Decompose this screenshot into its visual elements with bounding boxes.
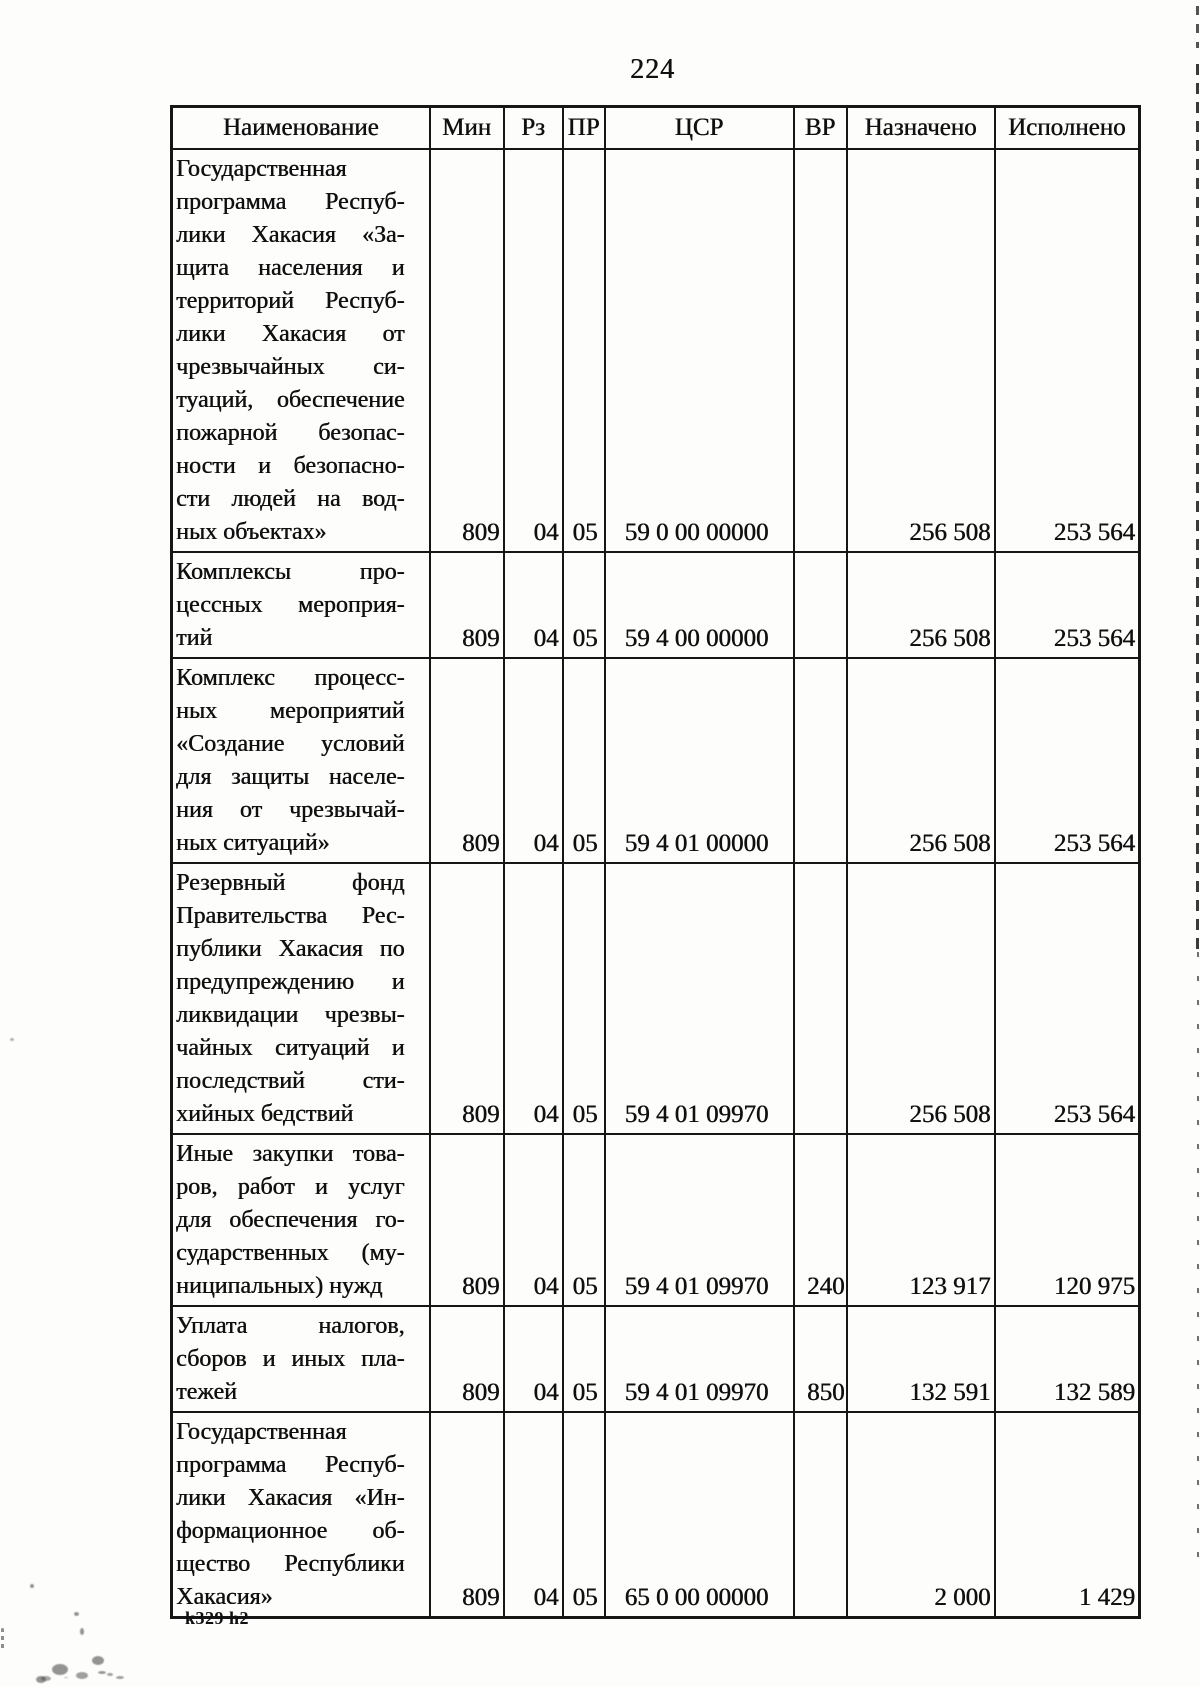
rz-cell: 04 xyxy=(502,1411,564,1619)
rz-cell: 04 xyxy=(502,862,564,1135)
executed-cell: 253 564 xyxy=(993,551,1141,659)
assigned-cell: 256 508 xyxy=(845,148,996,553)
pr-cell: 05 xyxy=(561,1133,606,1307)
name-cell: Комплекс процесс-ных мероприятий «Создани… xyxy=(170,657,431,864)
scan-artifact-smudge xyxy=(92,1656,104,1665)
min-cell: 809 xyxy=(428,148,505,553)
min-cell: 809 xyxy=(428,1305,505,1413)
vr-cell: 240 xyxy=(792,1133,848,1307)
pr-cell: 05 xyxy=(561,551,606,659)
executed-cell: 120 975 xyxy=(993,1133,1141,1307)
header-cell-executed: Исполнено xyxy=(993,105,1141,150)
pr-cell: 05 xyxy=(561,1411,606,1619)
name-cell: Государственная программа Респуб-лики Хак… xyxy=(170,1411,431,1619)
min-cell: 809 xyxy=(428,1133,505,1307)
header-cell-csr: ЦСР xyxy=(603,105,795,150)
header-cell-assigned: Назначено xyxy=(845,105,996,150)
scan-artifact-speck xyxy=(80,1628,84,1635)
name-cell: Иные закупки това-ров, работ и услуг для … xyxy=(170,1133,431,1307)
scan-artifact-right-dashes-lower xyxy=(1197,952,1199,1564)
scan-artifact-left-edge-marks xyxy=(1,1628,4,1652)
scan-artifact-right-dashes-upper xyxy=(1196,64,1199,950)
pr-cell: 05 xyxy=(561,862,606,1135)
csr-cell: 59 4 01 00000 xyxy=(603,657,795,864)
scan-artifact-speck xyxy=(10,1038,14,1041)
executed-cell: 253 564 xyxy=(993,862,1141,1135)
header-cell-pr: ПР xyxy=(561,105,606,150)
csr-cell: 59 4 01 09970 xyxy=(603,862,795,1135)
executed-cell: 253 564 xyxy=(993,657,1141,864)
min-cell: 809 xyxy=(428,862,505,1135)
budget-table: Наименование Мин Рз ПР ЦСР ВР Назначено … xyxy=(170,105,1141,1619)
table-header-row: Наименование Мин Рз ПР ЦСР ВР Назначено … xyxy=(170,105,1141,150)
assigned-cell: 256 508 xyxy=(845,657,996,864)
pr-cell: 05 xyxy=(561,1305,606,1413)
rz-cell: 04 xyxy=(502,1133,564,1307)
footer-code: k329 h2 xyxy=(185,1608,250,1628)
vr-cell xyxy=(792,862,848,1135)
assigned-cell: 123 917 xyxy=(845,1133,996,1307)
table-row: Резервный фонд Правительства Рес-публики … xyxy=(170,862,1141,1135)
scan-artifact-right-dashes-top xyxy=(1196,6,1199,48)
name-cell: Комплексы про-цессных мероприя-тий xyxy=(170,551,431,659)
scan-artifact-smudge xyxy=(52,1664,68,1675)
name-cell: Уплата налогов, сборов и иных пла-тежей xyxy=(170,1305,431,1413)
vr-cell xyxy=(792,551,848,659)
assigned-cell: 256 508 xyxy=(845,551,996,659)
csr-cell: 59 4 01 09970 xyxy=(603,1133,795,1307)
header-cell-name: Наименование xyxy=(170,105,431,150)
pr-cell: 05 xyxy=(561,657,606,864)
min-cell: 809 xyxy=(428,657,505,864)
assigned-cell: 256 508 xyxy=(845,862,996,1135)
scan-artifact-speck xyxy=(74,1612,79,1616)
header-cell-rz: Рз xyxy=(502,105,564,150)
rz-cell: 04 xyxy=(502,657,564,864)
table-row: Комплекс процесс-ных мероприятий «Создани… xyxy=(170,657,1141,864)
pr-cell: 05 xyxy=(561,148,606,553)
assigned-cell: 2 000 xyxy=(845,1411,996,1619)
vr-cell xyxy=(792,148,848,553)
executed-cell: 253 564 xyxy=(993,148,1141,553)
min-cell: 809 xyxy=(428,1411,505,1619)
table-row: Уплата налогов, сборов и иных пла-тежей 8… xyxy=(170,1305,1141,1413)
csr-cell: 59 4 01 09970 xyxy=(603,1305,795,1413)
rz-cell: 04 xyxy=(502,1305,564,1413)
rz-cell: 04 xyxy=(502,148,564,553)
vr-cell: 850 xyxy=(792,1305,848,1413)
table-row: Иные закупки това-ров, работ и услуг для … xyxy=(170,1133,1141,1307)
assigned-cell: 132 591 xyxy=(845,1305,996,1413)
scan-artifact-speck xyxy=(30,1584,34,1588)
table-row: Комплексы про-цессных мероприя-тий 809 0… xyxy=(170,551,1141,659)
name-cell: Резервный фонд Правительства Рес-публики … xyxy=(170,862,431,1135)
budget-table-body: Государственная программа Респуб-лики Хак… xyxy=(170,148,1141,1619)
name-cell: Государственная программа Респуб-лики Хак… xyxy=(170,148,431,553)
header-cell-vr: ВР xyxy=(792,105,848,150)
table-row: Государственная программа Респуб-лики Хак… xyxy=(170,148,1141,553)
header-cell-min: Мин xyxy=(428,105,505,150)
table-row: Государственная программа Респуб-лики Хак… xyxy=(170,1411,1141,1619)
vr-cell xyxy=(792,657,848,864)
rz-cell: 04 xyxy=(502,551,564,659)
vr-cell xyxy=(792,1411,848,1619)
scan-artifact-smudge xyxy=(36,1676,46,1683)
csr-cell: 59 0 00 00000 xyxy=(603,148,795,553)
executed-cell: 1 429 xyxy=(993,1411,1141,1619)
csr-cell: 59 4 00 00000 xyxy=(603,551,795,659)
csr-cell: 65 0 00 00000 xyxy=(603,1411,795,1619)
min-cell: 809 xyxy=(428,551,505,659)
page-number: 224 xyxy=(630,54,675,85)
executed-cell: 132 589 xyxy=(993,1305,1141,1413)
